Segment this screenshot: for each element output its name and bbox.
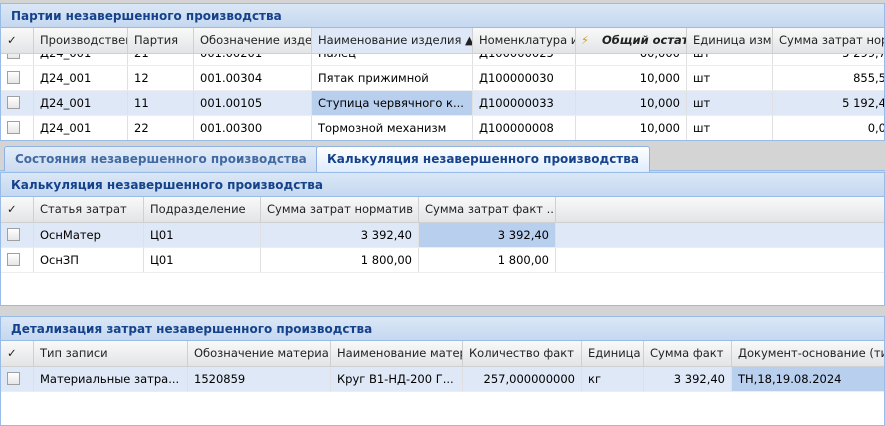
grid-cell[interactable]: 11	[128, 91, 194, 115]
checkbox-icon[interactable]	[7, 121, 20, 134]
column-header[interactable]: Партия	[128, 28, 194, 53]
grid-cell[interactable]: Д24_001	[34, 66, 128, 90]
table-row[interactable]: ОснЗП Ц01 1 800,00 1 800,00	[1, 248, 884, 273]
grid-cell[interactable]: 855,5	[773, 66, 884, 90]
column-header[interactable]: Единица изм	[687, 28, 773, 53]
grid-cell[interactable]: ОснМатер	[34, 223, 144, 247]
grid-cell[interactable]: кг	[582, 367, 644, 391]
grid-cell[interactable]: 0,0	[773, 116, 884, 140]
grid-cell[interactable]: 001.00304	[194, 66, 312, 90]
checkbox-icon[interactable]	[7, 372, 20, 385]
grid-cell[interactable]: Круг В1-НД-200 Г...	[331, 367, 463, 391]
column-header[interactable]: Обозначение материа	[188, 341, 331, 366]
grid-cell[interactable]: Пятак прижимной	[312, 66, 473, 90]
grid-cell[interactable]: 12	[128, 66, 194, 90]
grid-cell[interactable]: 001.00105	[194, 91, 312, 115]
table-row[interactable]: ОснМатер Ц01 3 392,40 3 392,40	[1, 223, 884, 248]
grid-cell[interactable]: 3 392,40	[644, 367, 732, 391]
grid-cell[interactable]: 1520859	[188, 367, 331, 391]
calculation-panel-title: Калькуляция незавершенного производства	[1, 173, 884, 197]
column-header[interactable]: Сумма затрат норматив	[261, 197, 419, 222]
select-all-header[interactable]: ✓	[1, 197, 34, 222]
select-all-header[interactable]: ✓	[1, 341, 34, 366]
grid-cell[interactable]: 3 392,40	[419, 223, 556, 247]
column-header[interactable]: Документ-основание (ти	[732, 341, 884, 366]
grid-cell[interactable]: Д24_001	[34, 116, 128, 140]
grid-cell[interactable]: 10,000	[576, 66, 687, 90]
row-checkbox[interactable]	[1, 367, 34, 391]
row-checkbox[interactable]	[1, 116, 34, 140]
column-header[interactable]: Наименование изделия ▲	[312, 28, 473, 53]
grid-cell[interactable]: 10,000	[576, 116, 687, 140]
grid-cell[interactable]: Д100000030	[473, 66, 576, 90]
column-header[interactable]: ⚡ Общий остат	[576, 28, 687, 53]
detail-panel-title: Детализация затрат незавершенного произв…	[1, 317, 884, 341]
checkbox-icon[interactable]	[7, 71, 20, 84]
grid-cell[interactable]: Тормозной механизм	[312, 116, 473, 140]
table-row[interactable]: Материальные затра... 1520859 Круг В1-НД-2…	[1, 367, 884, 392]
grid-cell[interactable]: Ступица червячного к...	[312, 91, 473, 115]
table-row[interactable]: Д24_001 22 001.00300 Тормозной механизм Д100…	[1, 116, 884, 140]
column-header[interactable]: Тип записи	[34, 341, 188, 366]
grid-header: ✓ Статья затрат Подразделение Сумма затрат …	[1, 197, 884, 223]
column-header[interactable]: Статья затрат	[34, 197, 144, 222]
column-header[interactable]: Обозначение изде	[194, 28, 312, 53]
grid-cell[interactable]: 5 192,4	[773, 91, 884, 115]
grid-cell[interactable]: 1 800,00	[261, 248, 419, 272]
batches-grid: Д24_00121001.00201ПалецД10000002560,000ш…	[1, 28, 884, 140]
batches-panel: Партии незавершенного производства Д24_0…	[0, 3, 885, 141]
row-checkbox[interactable]	[1, 91, 34, 115]
tab-wip-states[interactable]: Состояния незавершенного производства	[4, 146, 318, 171]
column-header[interactable]: Подразделение	[144, 197, 261, 222]
grid-cell[interactable]: Д24_001	[34, 91, 128, 115]
grid-cell[interactable]: Материальные затра...	[34, 367, 188, 391]
table-row[interactable]: Д24_001 12 001.00304 Пятак прижимной Д100000…	[1, 66, 884, 91]
grid-cell[interactable]: Ц01	[144, 223, 261, 247]
checkbox-icon[interactable]	[7, 96, 20, 109]
calculation-panel: Калькуляция незавершенного производства …	[0, 172, 885, 306]
checkbox-icon[interactable]	[7, 228, 20, 241]
filter-icon[interactable]: ⚡	[581, 33, 590, 47]
grid-cell[interactable]: шт	[687, 66, 773, 90]
grid-cell[interactable]: 10,000	[576, 91, 687, 115]
column-header[interactable]: Количество факт	[463, 341, 582, 366]
column-header[interactable]: Сумма затрат факт ..	[419, 197, 556, 222]
column-header[interactable]: Единица	[582, 341, 644, 366]
calculation-grid: ОснМатер Ц01 3 392,40 3 392,40 ОснЗП Ц01 1 800…	[1, 197, 884, 305]
select-all-header[interactable]: ✓	[1, 28, 34, 53]
tab-wip-calculation[interactable]: Калькуляция незавершенного производства	[316, 146, 650, 172]
grid-cell[interactable]: 22	[128, 116, 194, 140]
detail-grid: Материальные затра... 1520859 Круг В1-НД-2…	[1, 341, 884, 425]
grid-cell[interactable]: ТН,18,19.08.2024	[732, 367, 884, 391]
column-header[interactable]: Сумма факт	[644, 341, 732, 366]
table-row[interactable]: Д24_001 11 001.00105 Ступица червячного к..…	[1, 91, 884, 116]
row-checkbox[interactable]	[1, 223, 34, 247]
column-header-label: Общий остат	[602, 33, 687, 47]
grid-cell[interactable]: Д100000033	[473, 91, 576, 115]
grid-header: ✓ Производствен Партия Обозначение изде Наим…	[1, 28, 884, 54]
checkbox-icon[interactable]	[7, 253, 20, 266]
tab-bar: Состояния незавершенного производства Ка…	[0, 141, 885, 172]
grid-cell[interactable]: шт	[687, 116, 773, 140]
column-header[interactable]: Сумма затрат норм	[773, 28, 884, 53]
grid-cell[interactable]: 1 800,00	[419, 248, 556, 272]
column-header[interactable]: Номенклатура и	[473, 28, 576, 53]
grid-cell[interactable]: Д100000008	[473, 116, 576, 140]
grid-cell[interactable]: ОснЗП	[34, 248, 144, 272]
row-checkbox[interactable]	[1, 248, 34, 272]
grid-cell[interactable]: 257,000000000	[463, 367, 582, 391]
column-header[interactable]: Наименование матер	[331, 341, 463, 366]
detail-panel: Детализация затрат незавершенного произв…	[0, 316, 885, 426]
row-checkbox[interactable]	[1, 66, 34, 90]
grid-cell[interactable]: Ц01	[144, 248, 261, 272]
grid-cell[interactable]: 001.00300	[194, 116, 312, 140]
grid-cell[interactable]: 3 392,40	[261, 223, 419, 247]
batches-panel-title: Партии незавершенного производства	[1, 4, 884, 28]
grid-header: ✓ Тип записи Обозначение материа Наименован…	[1, 341, 884, 367]
column-header[interactable]: Производствен	[34, 28, 128, 53]
grid-cell[interactable]: шт	[687, 91, 773, 115]
